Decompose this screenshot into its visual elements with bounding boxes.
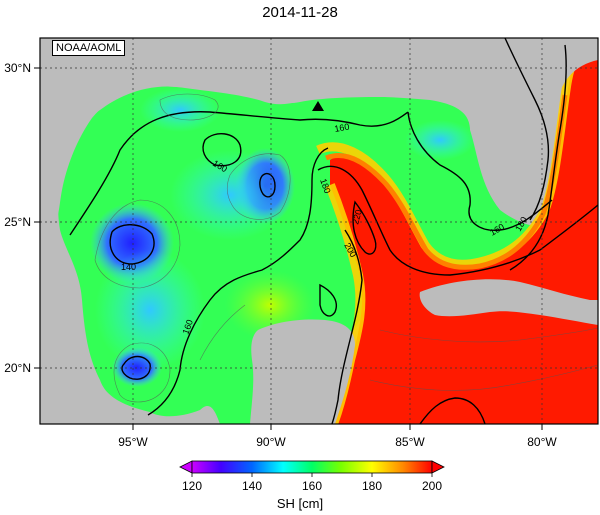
colorbar-tick: 160 [302, 479, 322, 493]
colorbar-tick: 120 [182, 479, 202, 493]
cyan-east [405, 120, 475, 160]
lat-tick-20n: 20°N [4, 361, 31, 375]
cyan-mid [170, 150, 290, 240]
colorbar: 120 140 160 180 200 [179, 460, 445, 493]
lat-tick-30n: 30°N [4, 61, 31, 75]
contour-label: 160 [180, 318, 195, 336]
colorbar-label: SH [cm] [276, 496, 324, 511]
graticule [40, 38, 598, 424]
loop-current-warm [330, 38, 598, 424]
lat-tick-25n: 25°N [4, 215, 31, 229]
tick-marks [34, 67, 543, 430]
colorbar-high-arrow [431, 460, 445, 474]
colorbar-tick: 140 [242, 479, 262, 493]
warm-front-band-orange [325, 94, 568, 270]
map-title: 2014-11-28 [262, 4, 338, 21]
contour-label: 220 [350, 208, 364, 225]
contour-label: 140 [121, 262, 136, 272]
yucatan-land [250, 319, 355, 424]
contour-label: 160 [334, 122, 351, 134]
colorbar-low-arrow [179, 460, 193, 474]
florida-land [470, 38, 598, 211]
contour-label: 180 [318, 177, 333, 195]
credit-label: NOAA/AOML [52, 40, 126, 56]
colorbar-tick: 180 [362, 479, 382, 493]
cuba-land [419, 279, 598, 325]
warm-front-band [316, 38, 598, 269]
cyan-north [140, 88, 220, 132]
lon-tick-90w: 90°W [256, 435, 286, 449]
lon-tick-95w: 95°W [118, 435, 148, 449]
minor-contours [94, 93, 598, 403]
map-frame [39, 37, 599, 425]
colorbar-ramp [191, 460, 433, 474]
contour-lines [69, 38, 598, 424]
cyan-south [95, 250, 205, 370]
lon-tick-85w: 85°W [395, 435, 425, 449]
lon-tick-80w: 80°W [527, 435, 557, 449]
us-coast-land [40, 38, 470, 240]
colorbar-tick: 200 [422, 479, 442, 493]
contour-label-group: 160 160 160 180 180 140 160 220 200 [121, 122, 529, 336]
triangle-marker [312, 101, 324, 111]
